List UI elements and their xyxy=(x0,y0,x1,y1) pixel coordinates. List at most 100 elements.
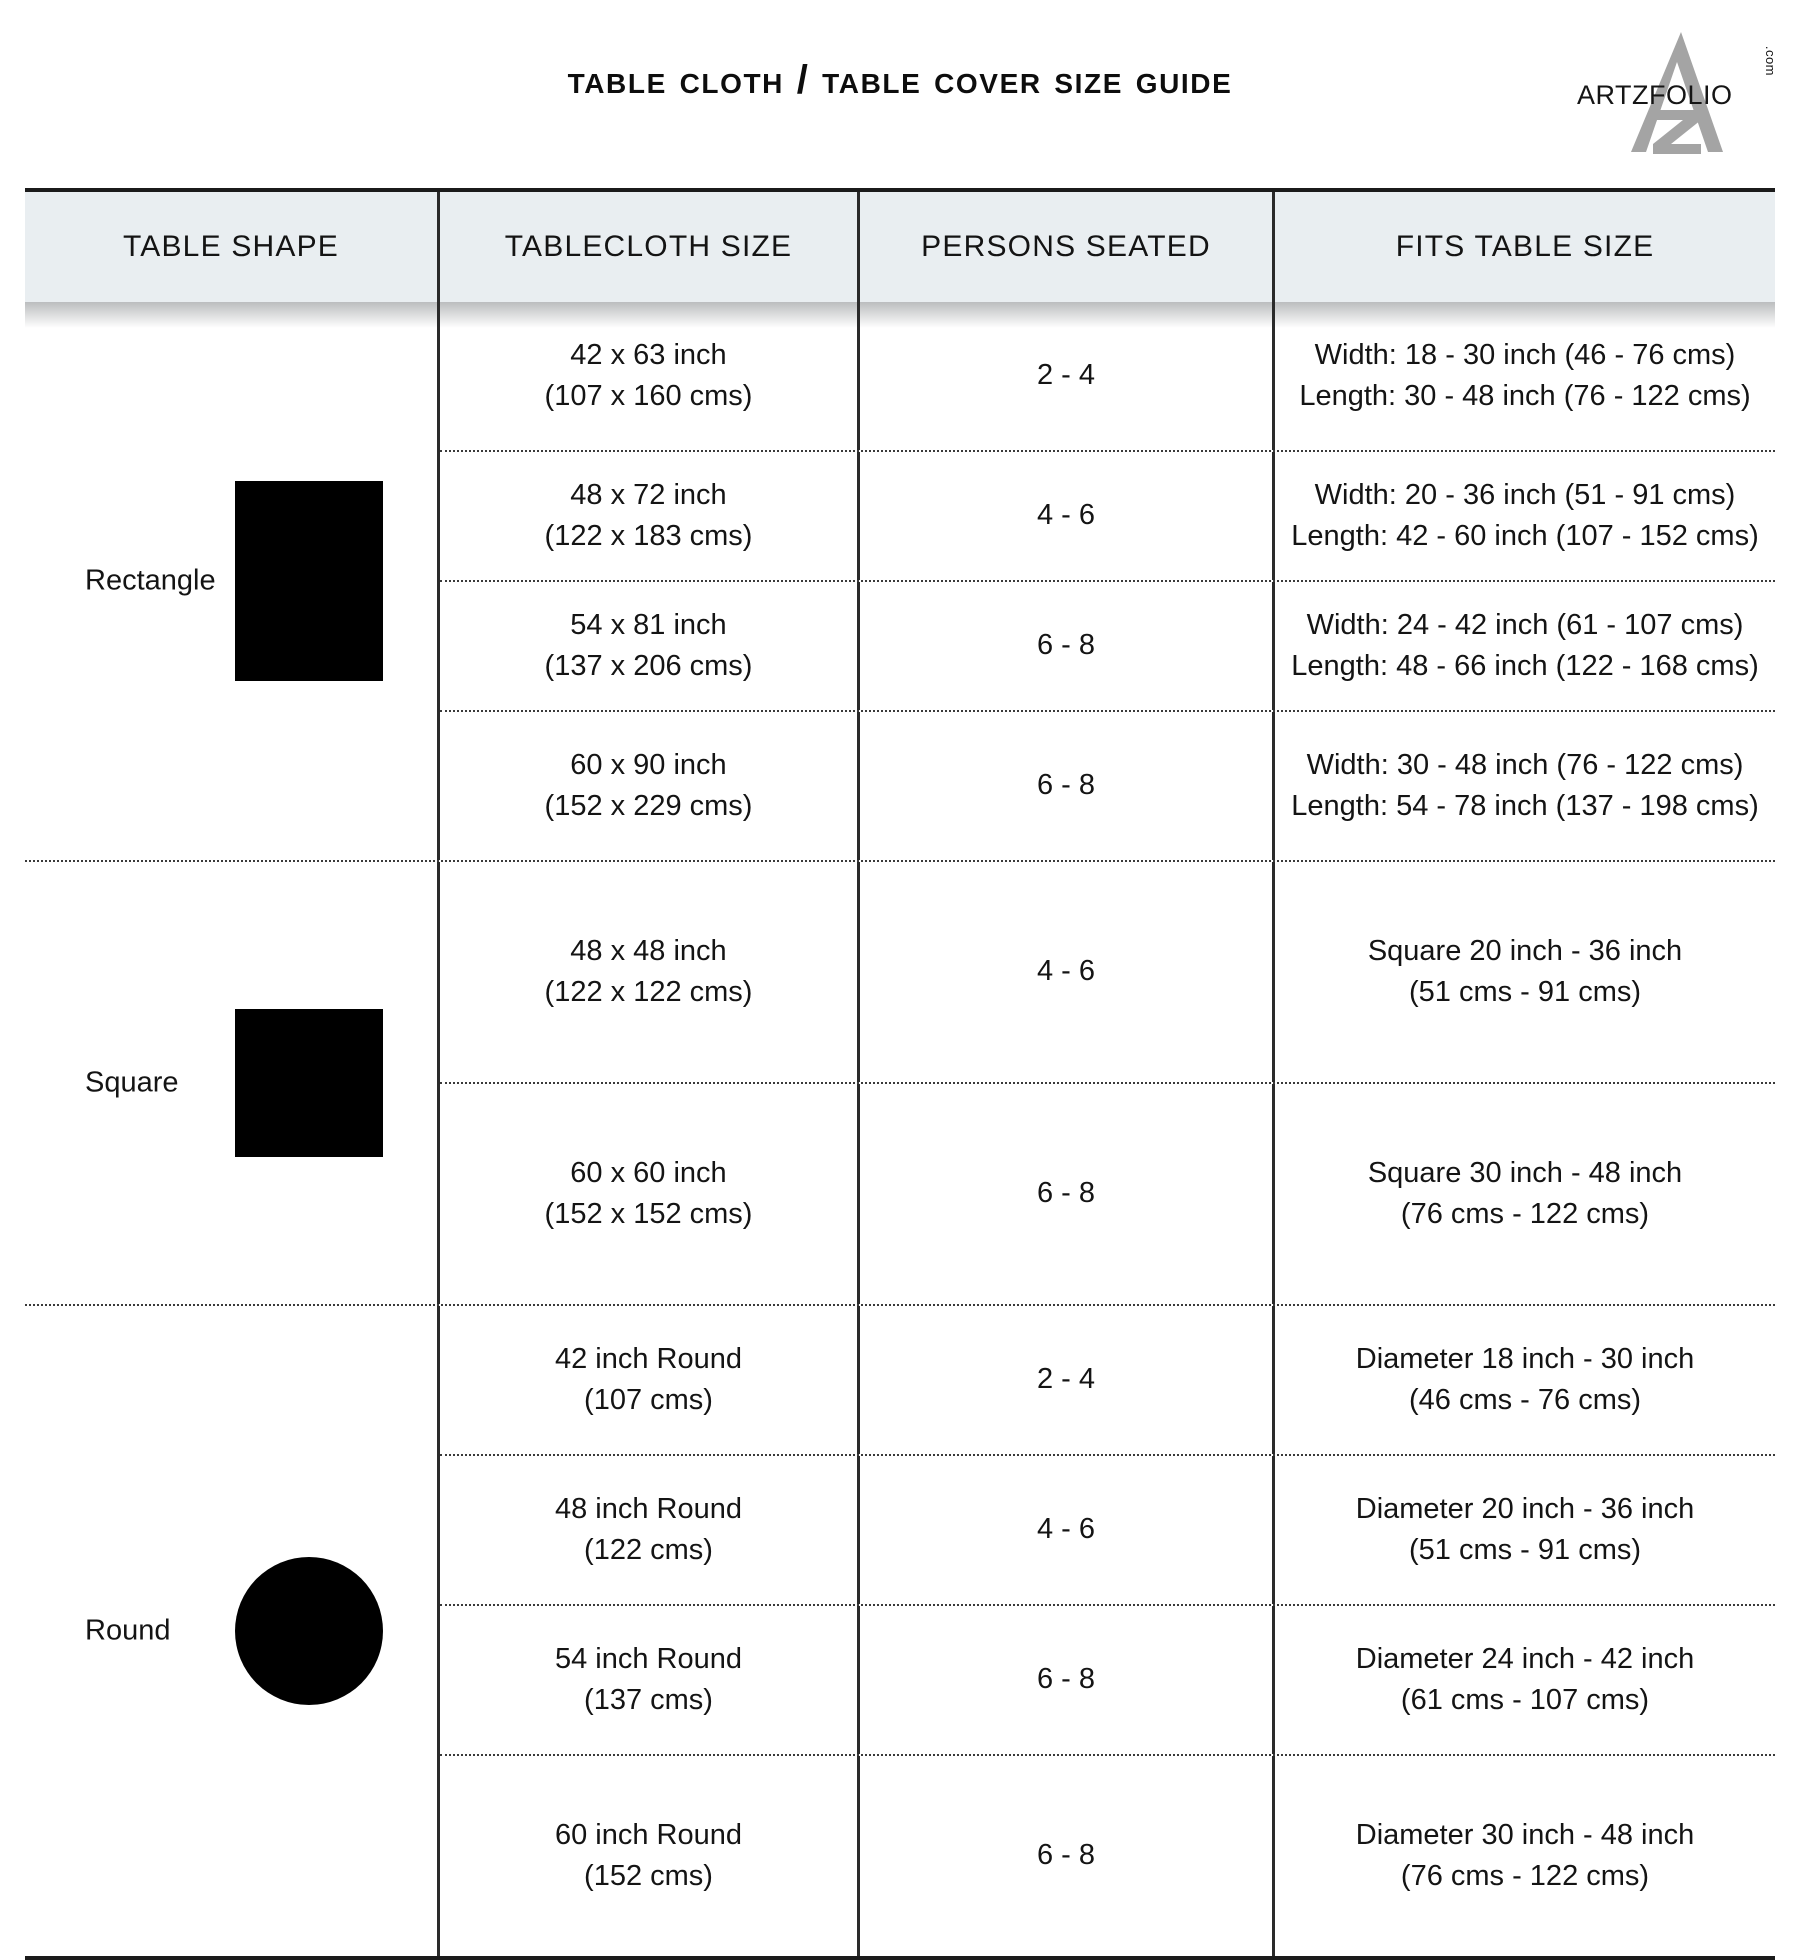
persons-value: 2 - 4 xyxy=(1036,1363,1096,1396)
shape-cell-rectangle: Rectangle xyxy=(25,302,440,860)
cell-tablecloth-size: 42 x 63 inch (107 x 160 cms) xyxy=(440,302,860,450)
column-header-tablecloth-size: TABLECLOTH SIZE xyxy=(440,192,860,302)
persons-value: 4 - 6 xyxy=(1036,955,1096,988)
fits-line-1: Diameter 24 inch - 42 inch xyxy=(1355,1642,1695,1675)
cell-persons-seated: 6 - 8 xyxy=(860,712,1275,860)
cell-tablecloth-size: 60 inch Round (152 cms) xyxy=(440,1756,860,1956)
fits-line-2: Length: 48 - 66 inch (122 - 168 cms) xyxy=(1291,650,1759,682)
size-guide-table: TABLE SHAPE TABLECLOTH SIZE PERSONS SEAT… xyxy=(25,188,1775,1960)
cell-tablecloth-size: 54 x 81 inch (137 x 206 cms) xyxy=(440,582,860,710)
shape-label: Rectangle xyxy=(85,564,216,597)
cell-tablecloth-size: 60 x 90 inch (152 x 229 cms) xyxy=(440,712,860,860)
size-inch: 48 inch Round xyxy=(554,1492,743,1525)
cell-fits-table-size: Diameter 20 inch - 36 inch (51 cms - 91 … xyxy=(1275,1456,1775,1604)
cell-persons-seated: 2 - 4 xyxy=(860,1306,1275,1454)
cell-fits-table-size: Diameter 30 inch - 48 inch (76 cms - 122… xyxy=(1275,1756,1775,1956)
artzfolio-monogram-icon xyxy=(1631,32,1723,154)
cell-persons-seated: 4 - 6 xyxy=(860,452,1275,580)
cell-fits-table-size: Square 20 inch - 36 inch (51 cms - 91 cm… xyxy=(1275,862,1775,1082)
table-row: 54 inch Round (137 cms) 6 - 8 Diameter 2… xyxy=(440,1606,1775,1756)
size-inch: 54 x 81 inch xyxy=(570,608,727,641)
table-row: 54 x 81 inch (137 x 206 cms) 6 - 8 Width… xyxy=(440,582,1775,712)
cell-tablecloth-size: 48 x 72 inch (122 x 183 cms) xyxy=(440,452,860,580)
table-row: 42 x 63 inch (107 x 160 cms) 2 - 4 Width… xyxy=(440,302,1775,452)
column-header-fits-table-size: FITS TABLE SIZE xyxy=(1395,230,1655,263)
fits-line-1: Width: 30 - 48 inch (76 - 122 cms) xyxy=(1306,748,1744,781)
cell-persons-seated: 4 - 6 xyxy=(860,862,1275,1082)
brand-logo: ARTZFOLIO .com xyxy=(1577,24,1782,154)
cell-persons-seated: 2 - 4 xyxy=(860,302,1275,450)
table-body: Rectangle 42 x 63 inch (107 x 160 cms) 2… xyxy=(25,302,1775,1956)
table-row: 48 x 72 inch (122 x 183 cms) 4 - 6 Width… xyxy=(440,452,1775,582)
shape-cell-round: Round xyxy=(25,1306,440,1956)
fits-line-1: Diameter 18 inch - 30 inch xyxy=(1355,1342,1695,1375)
brand-wordmark: ARTZFOLIO xyxy=(1577,80,1733,110)
persons-value: 2 - 4 xyxy=(1036,359,1096,392)
table-row: 42 inch Round (107 cms) 2 - 4 Diameter 1… xyxy=(440,1306,1775,1456)
size-inch: 54 inch Round xyxy=(554,1642,743,1675)
fits-line-2: (61 cms - 107 cms) xyxy=(1400,1684,1650,1716)
fits-line-1: Square 20 inch - 36 inch xyxy=(1367,934,1683,967)
size-cms: (122 x 122 cms) xyxy=(544,976,753,1008)
fits-line-2: (76 cms - 122 cms) xyxy=(1400,1860,1650,1892)
cell-fits-table-size: Diameter 24 inch - 42 inch (61 cms - 107… xyxy=(1275,1606,1775,1754)
circle-shape-icon xyxy=(235,1557,383,1705)
cell-tablecloth-size: 48 inch Round (122 cms) xyxy=(440,1456,860,1604)
size-cms: (152 cms) xyxy=(584,1860,713,1892)
square-shape-icon xyxy=(235,1009,383,1157)
size-cms: (152 x 229 cms) xyxy=(544,790,753,822)
size-inch: 42 x 63 inch xyxy=(570,338,727,371)
table-row: 60 inch Round (152 cms) 6 - 8 Diameter 3… xyxy=(440,1756,1775,1956)
fits-line-1: Square 30 inch - 48 inch xyxy=(1367,1156,1683,1189)
cell-fits-table-size: Square 30 inch - 48 inch (76 cms - 122 c… xyxy=(1275,1084,1775,1304)
persons-value: 4 - 6 xyxy=(1036,1513,1096,1546)
fits-line-1: Width: 18 - 30 inch (46 - 76 cms) xyxy=(1314,338,1736,371)
size-cms: (107 x 160 cms) xyxy=(544,380,753,412)
column-header-persons-seated: PERSONS SEATED xyxy=(860,192,1275,302)
persons-value: 6 - 8 xyxy=(1036,1839,1096,1872)
size-inch: 60 inch Round xyxy=(554,1818,743,1851)
cell-tablecloth-size: 60 x 60 inch (152 x 152 cms) xyxy=(440,1084,860,1304)
cell-persons-seated: 6 - 8 xyxy=(860,1084,1275,1304)
fits-line-1: Width: 24 - 42 inch (61 - 107 cms) xyxy=(1306,608,1744,641)
shape-group-round: Round 42 inch Round (107 cms) 2 - 4 Diam… xyxy=(25,1306,1775,1956)
fits-line-2: Length: 54 - 78 inch (137 - 198 cms) xyxy=(1291,790,1759,822)
shape-cell-square: Square xyxy=(25,862,440,1304)
size-cms: (137 x 206 cms) xyxy=(544,650,753,682)
size-inch: 48 x 72 inch xyxy=(570,478,727,511)
persons-value: 4 - 6 xyxy=(1036,499,1096,532)
fits-line-1: Diameter 20 inch - 36 inch xyxy=(1355,1492,1695,1525)
size-inch: 48 x 48 inch xyxy=(570,934,727,967)
size-cms: (137 cms) xyxy=(584,1684,713,1716)
cell-tablecloth-size: 54 inch Round (137 cms) xyxy=(440,1606,860,1754)
page-title: Table Cloth / Table Cover Size Guide xyxy=(567,58,1233,102)
size-cms: (122 cms) xyxy=(584,1534,713,1566)
fits-line-1: Diameter 30 inch - 48 inch xyxy=(1355,1818,1695,1851)
table-header-row: TABLE SHAPE TABLECLOTH SIZE PERSONS SEAT… xyxy=(25,192,1775,328)
size-inch: 60 x 90 inch xyxy=(570,748,727,781)
rows-square: 48 x 48 inch (122 x 122 cms) 4 - 6 Squar… xyxy=(440,862,1775,1304)
column-header-table-shape: TABLE SHAPE xyxy=(25,192,440,302)
fits-line-2: Length: 30 - 48 inch (76 - 122 cms) xyxy=(1299,380,1751,412)
cell-fits-table-size: Width: 20 - 36 inch (51 - 91 cms) Length… xyxy=(1275,452,1775,580)
cell-persons-seated: 4 - 6 xyxy=(860,1456,1275,1604)
fits-line-2: Length: 42 - 60 inch (107 - 152 cms) xyxy=(1291,520,1759,552)
cell-persons-seated: 6 - 8 xyxy=(860,582,1275,710)
table-row: 48 x 48 inch (122 x 122 cms) 4 - 6 Squar… xyxy=(440,862,1775,1084)
brand-dotcom: .com xyxy=(1763,45,1778,76)
cell-tablecloth-size: 42 inch Round (107 cms) xyxy=(440,1306,860,1454)
persons-value: 6 - 8 xyxy=(1036,1177,1096,1210)
cell-fits-table-size: Width: 18 - 30 inch (46 - 76 cms) Length… xyxy=(1275,302,1775,450)
cell-fits-table-size: Width: 24 - 42 inch (61 - 107 cms) Lengt… xyxy=(1275,582,1775,710)
size-cms: (152 x 152 cms) xyxy=(544,1198,753,1230)
cell-fits-table-size: Width: 30 - 48 inch (76 - 122 cms) Lengt… xyxy=(1275,712,1775,860)
rows-rectangle: 42 x 63 inch (107 x 160 cms) 2 - 4 Width… xyxy=(440,302,1775,860)
table-row: 60 x 60 inch (152 x 152 cms) 6 - 8 Squar… xyxy=(440,1084,1775,1304)
size-inch: 42 inch Round xyxy=(554,1342,743,1375)
fits-line-2: (51 cms - 91 cms) xyxy=(1408,976,1642,1008)
persons-value: 6 - 8 xyxy=(1036,629,1096,662)
persons-value: 6 - 8 xyxy=(1036,1663,1096,1696)
cell-persons-seated: 6 - 8 xyxy=(860,1756,1275,1956)
fits-line-2: (76 cms - 122 cms) xyxy=(1400,1198,1650,1230)
cell-fits-table-size: Diameter 18 inch - 30 inch (46 cms - 76 … xyxy=(1275,1306,1775,1454)
